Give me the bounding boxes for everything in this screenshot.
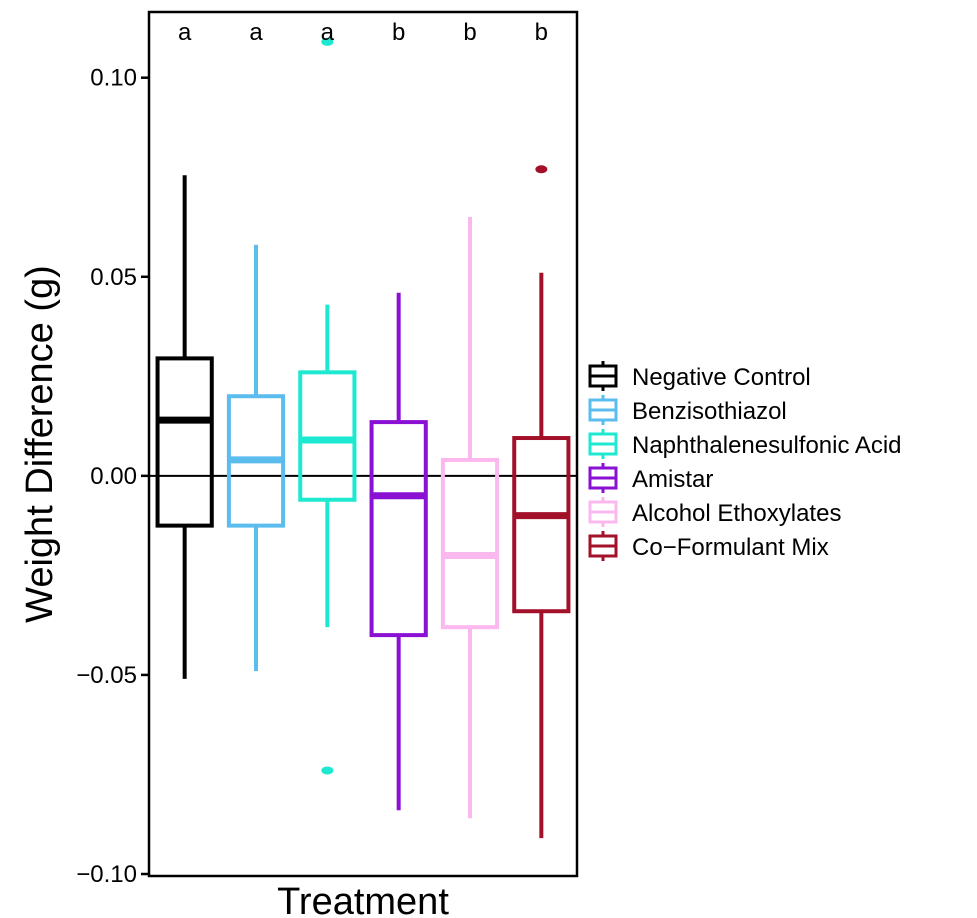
- significance-letter: a: [321, 19, 335, 46]
- outlier-point: [535, 165, 548, 174]
- legend: Negative Control Benzisothiazol Naphthalen…: [588, 361, 902, 561]
- significance-letter: a: [178, 19, 192, 46]
- legend-label: Benzisothiazol: [632, 398, 787, 425]
- box-4: [440, 217, 500, 819]
- legend-item: Benzisothiazol: [588, 395, 787, 425]
- legend-label: Negative Control: [632, 364, 811, 391]
- legend-item: Negative Control: [588, 361, 811, 391]
- y-tick-label: −0.10: [76, 861, 137, 888]
- box-1: [226, 244, 286, 671]
- y-tick-label: 0.05: [90, 264, 137, 291]
- box-2: [298, 37, 357, 775]
- box-body: [512, 436, 571, 614]
- legend-item: Co−Formulant Mix: [588, 531, 829, 561]
- significance-letter: a: [249, 19, 263, 46]
- x-axis-title: Treatment: [277, 881, 449, 918]
- y-tick-label: 0.10: [90, 65, 137, 92]
- boxes-group: [155, 37, 571, 839]
- box-body: [155, 356, 214, 528]
- box-body: [298, 370, 357, 502]
- y-axis-title: Weight Difference (g): [19, 265, 61, 623]
- y-tick-label: −0.05: [76, 662, 137, 689]
- significance-letter: b: [535, 19, 548, 46]
- box-5: [512, 165, 571, 839]
- significance-letter: b: [392, 19, 405, 46]
- box-body: [440, 457, 500, 630]
- legend-label: Naphthalenesulfonic Acid: [632, 432, 902, 459]
- box-body: [369, 420, 428, 638]
- legend-item: Amistar: [588, 463, 713, 493]
- y-tick-label: 0.00: [90, 463, 137, 490]
- legend-label: Amistar: [632, 466, 713, 493]
- legend-label: Co−Formulant Mix: [632, 534, 829, 561]
- outlier-point: [321, 37, 334, 46]
- box-0: [155, 175, 214, 679]
- y-axis: −0.10 −0.05 0.00 0.05 0.10: [76, 65, 149, 888]
- significance-letter: b: [463, 19, 476, 46]
- plot-panel: [147, 10, 579, 878]
- legend-item: Alcohol Ethoxylates: [588, 497, 841, 527]
- outlier-point: [321, 766, 334, 775]
- legend-item: Naphthalenesulfonic Acid: [588, 429, 902, 459]
- box-3: [369, 292, 428, 811]
- legend-label: Alcohol Ethoxylates: [632, 500, 841, 527]
